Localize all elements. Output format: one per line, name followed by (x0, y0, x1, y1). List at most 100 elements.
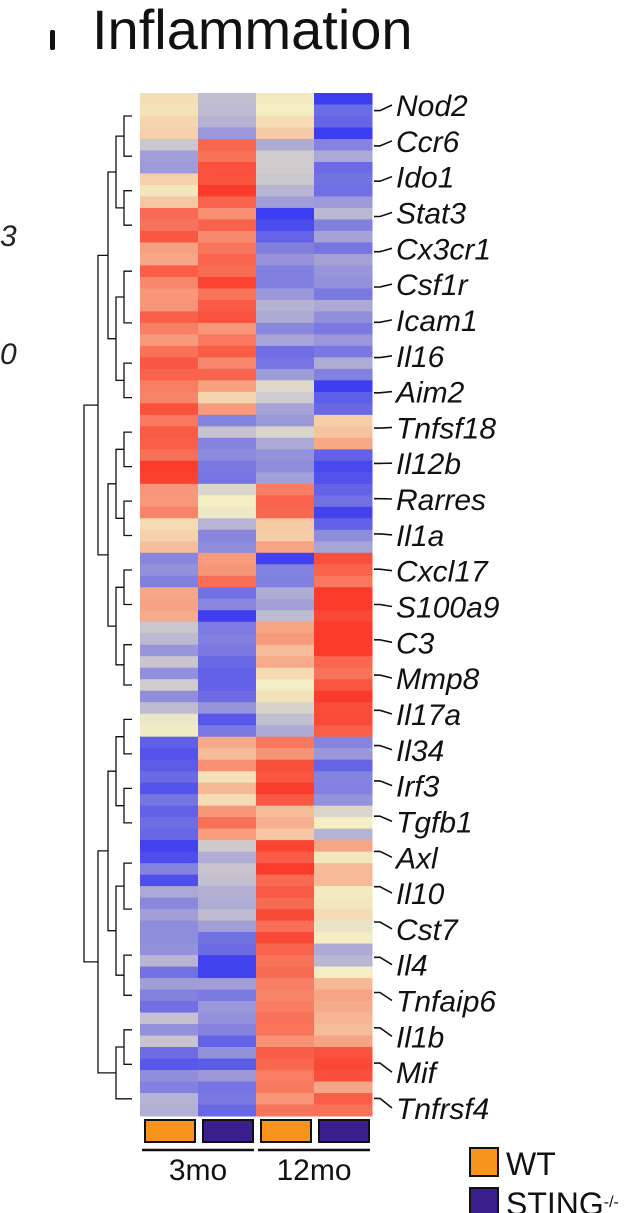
dendrogram-branch (123, 500, 132, 537)
heatmap-cell (314, 920, 373, 933)
column-annotation-box (144, 1119, 196, 1143)
heatmap-cell (256, 679, 315, 692)
heatmap-cell (198, 874, 257, 887)
heatmap-cell (256, 943, 315, 956)
gene-label-leader (374, 885, 393, 894)
dendrogram-branch (115, 296, 124, 382)
heatmap-cell (198, 345, 257, 358)
heatmap-cell (198, 863, 257, 876)
column-annotations: 3mo 12mo (142, 1119, 370, 1187)
gene-label-leader (374, 426, 393, 429)
heatmap-cell (140, 311, 199, 324)
heatmap-cell (314, 403, 373, 416)
heatmap-cell (198, 920, 257, 933)
heatmap-cell (140, 437, 199, 450)
heatmap-cell (314, 495, 373, 508)
heatmap-cell (256, 460, 315, 473)
heatmap-cell (256, 403, 315, 416)
heatmap-cell (198, 104, 257, 117)
heatmap-cell (198, 782, 257, 795)
heatmap-cell (140, 782, 199, 795)
heatmap-cell (198, 1024, 257, 1037)
heatmap-cell (256, 725, 315, 738)
gene-label-leader (374, 140, 393, 147)
heatmap-cell (140, 138, 199, 151)
dendrogram-branch (107, 770, 116, 932)
heatmap-cell (198, 541, 257, 554)
gene-labels: Nod2Ccr6Ido1Stat3Cx3cr1Csf1rIcam1Il16Aim… (374, 90, 500, 1126)
heatmap-cell (256, 955, 315, 968)
heatmap-cell (140, 127, 199, 140)
heatmap-cell (314, 115, 373, 128)
heatmap-cell (314, 782, 373, 795)
heatmap-cell (314, 472, 373, 485)
heatmap-cell (140, 1012, 199, 1025)
heatmap-cell (256, 736, 315, 749)
heatmap-cell (198, 817, 257, 830)
heatmap-cell (140, 253, 199, 266)
heatmap-cell (256, 909, 315, 922)
dendrogram-branch (83, 404, 98, 963)
dendrogram-branch (115, 135, 124, 209)
heatmap-cell (198, 1047, 257, 1060)
dendrogram-branch (115, 736, 124, 807)
heatmap-cell (140, 380, 199, 393)
heatmap-cell (140, 184, 199, 197)
chart-title: Inflammation (92, 0, 413, 61)
gene-label-leader (374, 850, 393, 859)
heatmap-cell (140, 1058, 199, 1071)
heatmap-cell (198, 1070, 257, 1083)
heatmap-cell (198, 943, 257, 956)
heatmap-cell (198, 115, 257, 128)
gene-label-leader (374, 709, 393, 715)
gene-label: Tgfb1 (396, 806, 473, 839)
heatmap-cell (314, 874, 373, 887)
heatmap-cell (140, 115, 199, 128)
heatmap-cell (314, 564, 373, 577)
heatmap-cell (198, 978, 257, 991)
heatmap-cell (198, 242, 257, 255)
gene-label: Il4 (396, 950, 428, 983)
heatmap-cell (140, 575, 199, 588)
dendrogram-branch (123, 1029, 132, 1065)
heatmap-cell (198, 460, 257, 473)
heatmap-cell (198, 288, 257, 301)
heatmap-cell (140, 518, 199, 531)
heatmap-cell (140, 242, 199, 255)
gene-label: Csf1r (396, 269, 469, 302)
heatmap-cell (140, 161, 199, 174)
heatmap-cell (256, 644, 315, 657)
heatmap-cell (198, 552, 257, 565)
column-annotation-box (202, 1119, 254, 1143)
gene-label: Il16 (396, 341, 445, 374)
heatmap-cell (314, 932, 373, 945)
heatmap-cell (256, 1001, 315, 1014)
heatmap-cell (198, 759, 257, 772)
heatmap-cell (256, 840, 315, 853)
heatmap-cell (256, 414, 315, 427)
gene-label-leader (374, 355, 393, 359)
heatmap-cell (198, 161, 257, 174)
heatmap-cell (198, 265, 257, 278)
gene-label-leader (374, 319, 393, 324)
gene-label: Nod2 (396, 90, 468, 123)
heatmap-cell (314, 93, 373, 105)
gene-label-leader (374, 1062, 393, 1073)
heatmap-cell (314, 978, 373, 991)
heatmap-cell (198, 472, 257, 485)
heatmap-cell (256, 1070, 315, 1083)
heatmap-cell (314, 771, 373, 784)
heatmap-cell (256, 989, 315, 1002)
heatmap-cell (198, 1058, 257, 1071)
heatmap-cell (140, 851, 199, 864)
heatmap-cell (198, 1093, 257, 1105)
heatmap-cell (198, 414, 257, 427)
heatmap-cell (140, 506, 199, 519)
heatmap-cell (198, 1012, 257, 1025)
heatmap-cell (256, 357, 315, 370)
heatmap-cell (198, 897, 257, 910)
heatmap-cell (256, 598, 315, 611)
heatmap-cell (198, 518, 257, 531)
heatmap-cell (198, 529, 257, 542)
gene-label-leader (374, 921, 393, 930)
